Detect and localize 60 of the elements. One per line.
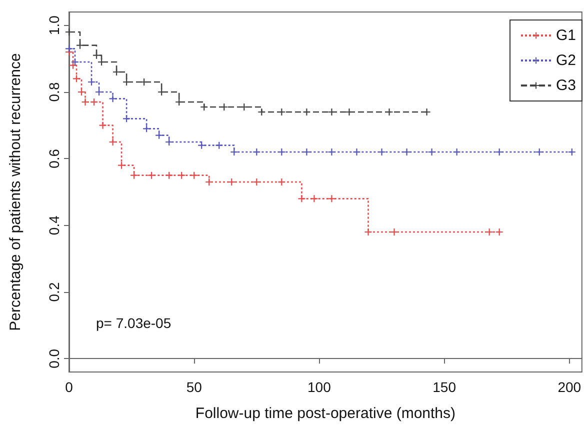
- point: [66, 45, 72, 52]
- x-tick-label: 100: [308, 379, 332, 395]
- point: [230, 148, 238, 156]
- point: [258, 108, 266, 116]
- point: [403, 148, 410, 156]
- point: [148, 172, 156, 179]
- point: [166, 172, 173, 179]
- point: [568, 148, 576, 156]
- x-tick-label: 150: [432, 379, 456, 395]
- x-tick-label: 50: [186, 379, 202, 395]
- legend-label: G1: [556, 27, 576, 44]
- point: [78, 88, 86, 96]
- x-tick-label: 200: [558, 379, 582, 395]
- point: [310, 195, 318, 202]
- y-tick-label: 0.4: [46, 215, 62, 236]
- y-tick-label: 0.0: [46, 348, 62, 368]
- x-tick-label: 0: [65, 379, 74, 395]
- point: [123, 115, 130, 122]
- x-axis-title: Follow-up time post-operative (months): [195, 405, 456, 422]
- annotation: p= 7.03e-05: [96, 315, 172, 331]
- point: [190, 172, 198, 179]
- point: [253, 148, 260, 156]
- point: [303, 148, 310, 156]
- point: [178, 172, 186, 179]
- point: [166, 138, 173, 146]
- point: [453, 148, 460, 156]
- point: [76, 42, 84, 49]
- point: [200, 104, 208, 110]
- y-tick-label: 0.8: [46, 82, 62, 102]
- point: [353, 148, 360, 156]
- point: [143, 125, 150, 132]
- point: [298, 195, 306, 202]
- point: [109, 95, 116, 102]
- y-tick-label: 0.2: [46, 282, 62, 302]
- y-tick-label: 1.0: [46, 15, 62, 36]
- point: [496, 228, 503, 236]
- point: [496, 148, 503, 156]
- point: [130, 172, 138, 179]
- point: [72, 58, 79, 66]
- point: [90, 98, 98, 106]
- point: [156, 132, 163, 139]
- point: [73, 75, 80, 82]
- point: [99, 122, 106, 129]
- point: [278, 178, 286, 186]
- point: [96, 88, 103, 96]
- point: [303, 108, 310, 116]
- y-tick-label: 0.6: [46, 148, 62, 168]
- point: [364, 228, 372, 236]
- legend-label: G3: [556, 77, 576, 94]
- point: [228, 178, 236, 186]
- y-axis-title: Percentage of patients without recurrence: [7, 53, 24, 331]
- legend-label: G2: [556, 52, 576, 69]
- point: [536, 148, 543, 156]
- point: [88, 78, 96, 86]
- point: [216, 142, 223, 149]
- point: [390, 228, 398, 236]
- point: [93, 52, 100, 59]
- point: [198, 142, 206, 149]
- point: [118, 162, 126, 169]
- point: [328, 195, 336, 202]
